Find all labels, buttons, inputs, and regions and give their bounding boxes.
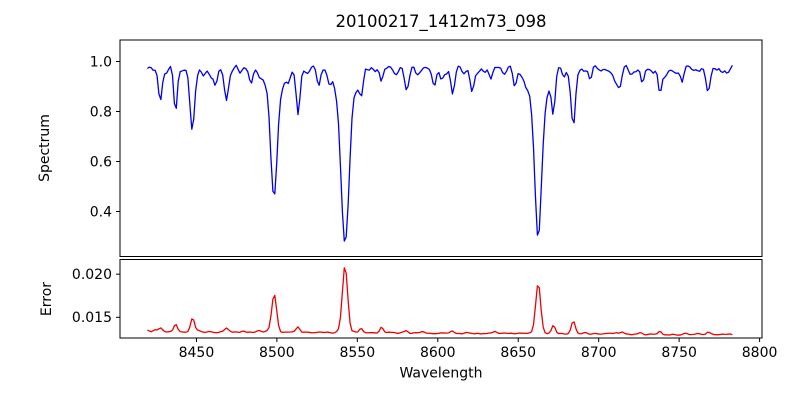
plot-panels: 0.4 0.6 0.8 1.0 0.015 0.020 8450 8500 8550 8600 86… [72, 39, 778, 361]
y-tick-label: 0.020 [72, 267, 112, 283]
y-tick-label: 0.4 [90, 204, 112, 220]
chart-title: 20100217_1412m73_098 [335, 12, 546, 32]
error-y-axis-label: Error [39, 282, 55, 316]
y-tick-label: 0.8 [90, 104, 112, 120]
spectrum-y-axis-label: Spectrum [37, 114, 53, 182]
y-tick-label: 0.6 [90, 154, 112, 170]
x-tick-label: 8450 [179, 345, 215, 361]
x-tick-label: 8500 [259, 345, 295, 361]
x-tick-label: 8550 [340, 345, 376, 361]
x-tick-label: 8600 [420, 345, 456, 361]
y-tick-label: 0.015 [72, 310, 112, 326]
error-spines [119, 259, 763, 339]
spectrum-spines [119, 39, 763, 257]
x-tick-label: 8700 [581, 345, 617, 361]
x-tick-label: 8800 [742, 345, 778, 361]
error-line [147, 267, 733, 336]
y-tick-label: 1.0 [90, 54, 112, 70]
error-panel: 0.015 0.020 8450 8500 8550 8600 8650 8700 8750 88… [72, 259, 778, 361]
spectrum-panel: 0.4 0.6 0.8 1.0 [90, 39, 763, 257]
x-tick-label: 8750 [661, 345, 697, 361]
x-axis-label: Wavelength [399, 366, 482, 382]
spectrum-line [147, 64, 733, 242]
x-tick-label: 8650 [500, 345, 536, 361]
